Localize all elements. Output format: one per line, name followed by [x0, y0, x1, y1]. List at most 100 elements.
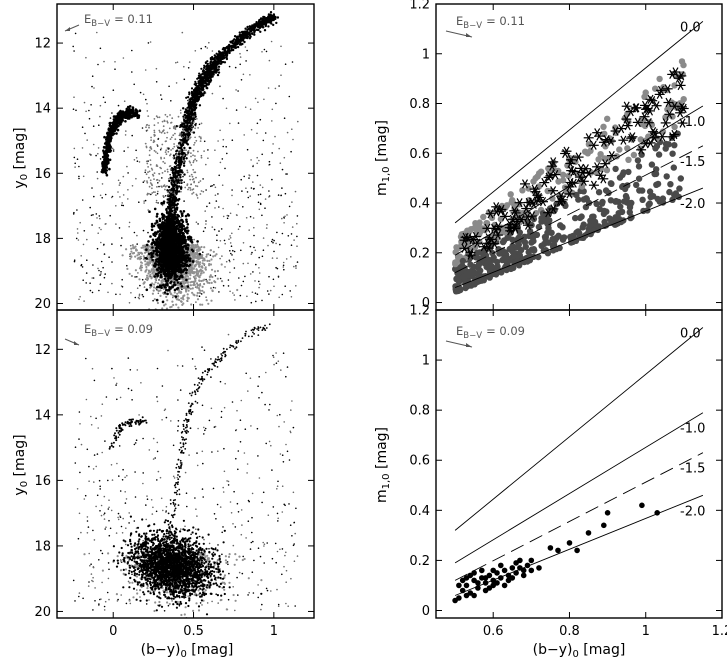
field-star — [146, 102, 148, 105]
field-star — [75, 109, 77, 112]
turnoff-star — [149, 235, 152, 238]
turnoff-star — [168, 246, 171, 249]
ms-star — [147, 272, 150, 275]
rgb-star — [249, 26, 252, 29]
ms-star — [161, 319, 163, 321]
field-star — [254, 280, 256, 282]
turnoff-star — [171, 261, 175, 265]
field-star — [121, 204, 123, 207]
rgb-star — [268, 15, 271, 19]
rgb-star — [174, 165, 177, 169]
ms-star — [149, 285, 152, 288]
rgb-star — [179, 176, 182, 179]
field-star — [121, 286, 124, 288]
field-star — [95, 154, 97, 157]
field-star — [133, 231, 136, 234]
ms-star — [126, 267, 129, 270]
turnoff-star — [156, 212, 159, 216]
turnoff-star — [186, 243, 189, 246]
field-star — [85, 110, 87, 113]
field-star — [114, 61, 116, 63]
field-star — [290, 150, 292, 153]
field-star — [228, 238, 230, 240]
field-star — [205, 223, 207, 225]
field-star — [222, 207, 224, 210]
ms-star — [193, 271, 196, 274]
field-star — [147, 160, 149, 162]
field-star — [78, 177, 80, 180]
field-star — [281, 232, 284, 235]
turnoff-star — [167, 288, 171, 292]
rgb-star — [173, 184, 176, 187]
turnoff-star — [177, 230, 181, 233]
turnoff-star — [185, 263, 189, 267]
ms-star — [190, 303, 193, 306]
ms-star — [172, 279, 175, 282]
ms-star — [210, 258, 213, 261]
field-star — [110, 196, 113, 199]
field-star — [131, 185, 134, 187]
field-star — [214, 149, 216, 151]
field-star — [282, 266, 285, 268]
turnoff-star — [164, 257, 168, 261]
field-star — [279, 162, 282, 164]
field-star — [236, 214, 238, 217]
rgb-star — [167, 185, 171, 189]
rgb-star — [234, 44, 237, 47]
ms-star — [178, 291, 181, 294]
ms-star — [189, 271, 192, 274]
rgb-star — [174, 196, 177, 199]
ms-star — [187, 272, 190, 275]
turnoff-star — [181, 246, 185, 249]
field-star — [89, 289, 92, 292]
field-star — [229, 242, 232, 244]
ms-star — [149, 260, 152, 263]
field-star — [146, 110, 149, 112]
field-star — [194, 136, 196, 139]
turnoff-star — [155, 252, 158, 256]
field-star — [83, 230, 86, 232]
turnoff-star — [174, 268, 178, 272]
turnoff-star — [165, 263, 168, 267]
field-star — [242, 280, 245, 283]
field-star — [212, 286, 215, 289]
field-star — [178, 134, 181, 137]
rgb-star — [175, 125, 178, 128]
field-star — [211, 216, 213, 218]
field-star — [104, 193, 107, 196]
rgb-star — [175, 184, 178, 187]
field-star — [229, 290, 231, 293]
field-star — [210, 185, 212, 188]
field-star — [235, 89, 237, 91]
turnoff-star — [171, 236, 174, 240]
field-star — [283, 156, 286, 159]
rgb-star — [166, 205, 170, 209]
turnoff-star — [167, 266, 171, 270]
field-star — [117, 104, 120, 107]
ms-star — [163, 304, 166, 307]
rgb-star — [188, 124, 191, 128]
field-star — [83, 101, 86, 104]
field-star — [111, 261, 113, 263]
turnoff-star — [187, 264, 191, 268]
rgb-star — [180, 131, 184, 134]
field-star — [276, 257, 278, 260]
ms-star — [186, 299, 189, 302]
ms-star — [201, 285, 204, 288]
turnoff-star — [157, 271, 161, 275]
field-star — [130, 292, 132, 294]
field-star — [256, 293, 259, 296]
ms-star — [148, 256, 151, 259]
field-star — [122, 57, 125, 59]
turnoff-star — [196, 240, 199, 243]
ms-star — [130, 255, 133, 258]
field-star — [197, 223, 199, 225]
field-star — [203, 140, 206, 143]
turnoff-star — [180, 274, 183, 278]
ms-star — [189, 277, 192, 280]
field-star — [268, 275, 270, 278]
field-star — [101, 197, 103, 199]
ms-star — [199, 274, 202, 277]
turnoff-star — [178, 277, 181, 281]
field-star — [82, 243, 85, 246]
